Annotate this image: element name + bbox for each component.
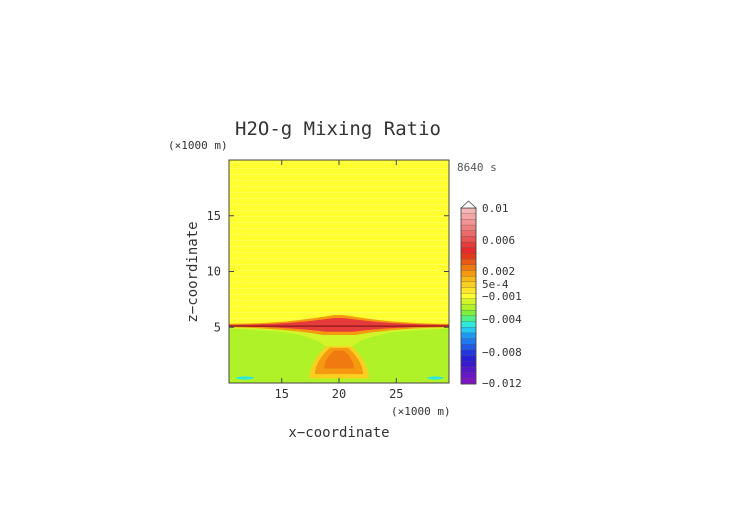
colorbar-level xyxy=(460,321,477,328)
plot-area xyxy=(229,160,449,383)
x-tick-label: 15 xyxy=(274,387,288,401)
colorbar-level xyxy=(460,224,477,232)
colorbar-level xyxy=(460,264,477,271)
x-tick-label: 20 xyxy=(332,387,346,401)
colorbar-level xyxy=(460,270,477,277)
upper-layer-texture xyxy=(229,160,449,327)
colorbar-level xyxy=(460,207,477,215)
colorbar xyxy=(459,200,478,385)
colorbar-level xyxy=(460,332,477,340)
colorbar-level xyxy=(460,258,477,266)
colorbar-label: 0.006 xyxy=(482,234,515,247)
y-tick-label: 10 xyxy=(207,265,221,279)
colorbar-level xyxy=(460,372,477,379)
colorbar-level xyxy=(460,315,477,322)
colorbar-level xyxy=(460,241,477,249)
x-axis-ticks: 15 20 25 xyxy=(274,160,404,401)
colorbar-label: −0.012 xyxy=(482,377,522,390)
colorbar-level xyxy=(460,366,477,374)
transition-zone xyxy=(229,326,449,348)
x-unit-label: (×1000 m) xyxy=(391,405,451,418)
colorbar-level xyxy=(460,338,477,345)
colorbar-level xyxy=(460,293,477,300)
colorbar-level xyxy=(460,253,477,260)
colorbar-level xyxy=(460,298,477,305)
colorbar-label: −0.004 xyxy=(482,313,522,326)
colorbar-level xyxy=(460,247,477,254)
colorbar-label: −0.001 xyxy=(482,290,522,303)
y-axis-ticks: 5 10 15 xyxy=(207,209,449,334)
y-tick-label: 15 xyxy=(207,209,221,223)
chart-title: H2O-g Mixing Ratio xyxy=(235,118,441,140)
colorbar-level xyxy=(460,344,477,351)
colorbar-level xyxy=(460,378,477,385)
colorbar-level xyxy=(460,304,477,311)
colorbar-level xyxy=(460,287,477,294)
colorbar-label: 5e-4 xyxy=(482,278,509,291)
colorbar-level xyxy=(460,355,477,362)
colorbar-level xyxy=(460,349,477,357)
y-unit-label: (×1000 m) xyxy=(168,139,228,152)
colorbar-level xyxy=(460,219,477,226)
surface-spot-left xyxy=(236,376,255,380)
colorbar-label: −0.008 xyxy=(482,346,522,359)
time-label: 8640 s xyxy=(457,161,497,174)
colorbar-level xyxy=(460,275,477,283)
colorbar-label: 0.002 xyxy=(482,265,515,278)
colorbar-label: 0.01 xyxy=(482,202,509,215)
colorbar-level xyxy=(460,281,477,288)
colorbar-level xyxy=(460,327,477,334)
colorbar-level xyxy=(460,310,477,317)
x-axis-label: x−coordinate xyxy=(288,425,389,441)
plume-core xyxy=(324,350,354,369)
colorbar-extend-arrow xyxy=(459,200,478,209)
x-tick-label: 25 xyxy=(389,387,403,401)
y-tick-label: 5 xyxy=(214,320,221,334)
colorbar-level xyxy=(460,236,477,243)
colorbar-level xyxy=(460,361,477,368)
inversion-core-band xyxy=(229,318,449,332)
colorbar-level xyxy=(460,213,477,220)
colorbar-level xyxy=(460,230,477,237)
y-axis-label: z−coordinate xyxy=(185,221,201,322)
surface-spot-right xyxy=(427,376,444,380)
